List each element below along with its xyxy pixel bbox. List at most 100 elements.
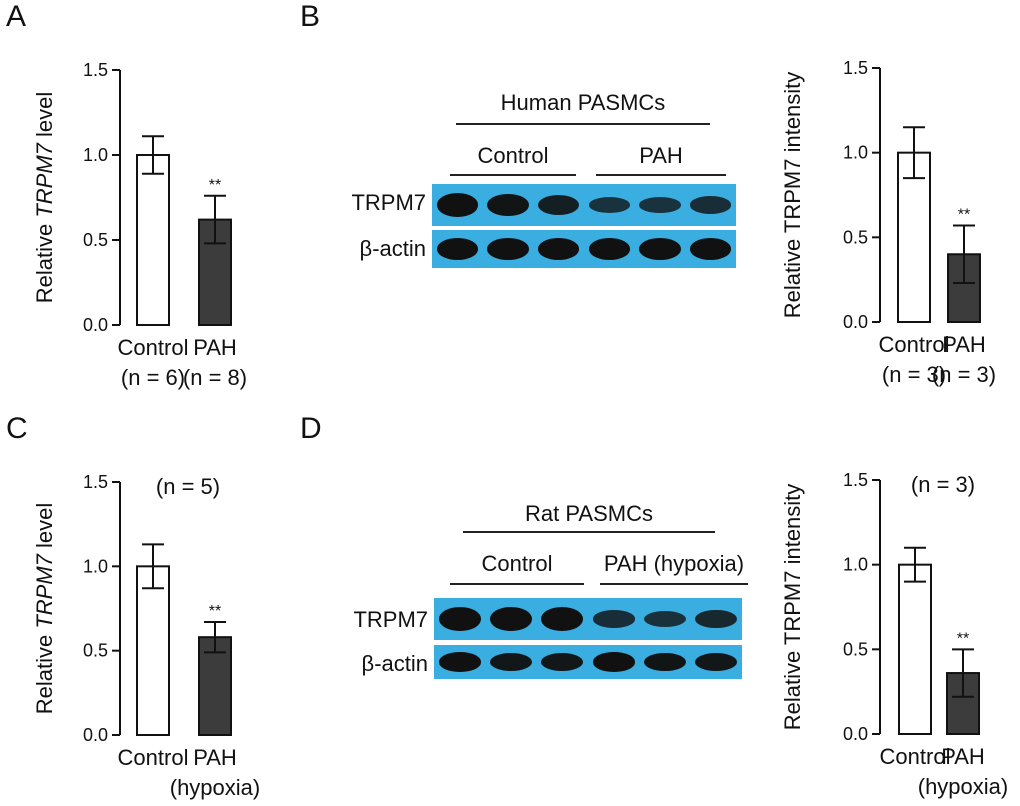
significance-stars: ** bbox=[209, 603, 221, 620]
blot-d-strip-actin bbox=[434, 645, 742, 679]
blot-b-pah-label: PAH bbox=[639, 143, 683, 168]
blot-band bbox=[639, 197, 681, 213]
y-tick-label: 0.5 bbox=[843, 227, 868, 247]
y-axis-label: Relative TRPM7 level bbox=[32, 92, 57, 304]
y-tick-label: 1.5 bbox=[843, 58, 868, 78]
sample-size-note: (n = 3) bbox=[911, 472, 975, 497]
x-category-label: PAH bbox=[941, 744, 985, 769]
blot-band bbox=[695, 653, 738, 671]
blot-b-pah-line bbox=[596, 174, 726, 176]
blot-band bbox=[489, 653, 533, 671]
blot-d-lane-label-trpm7: TRPM7 bbox=[353, 607, 428, 632]
y-axis-label-part: level bbox=[32, 503, 57, 554]
y-axis-label: Relative TRPM7 intensity bbox=[780, 484, 805, 731]
y-axis-label-gene-italic: TRPM7 bbox=[32, 142, 57, 217]
blot-d-group-line bbox=[463, 531, 715, 533]
x-category-label: Control bbox=[880, 744, 951, 769]
blot-band bbox=[436, 238, 479, 260]
blot-band bbox=[541, 653, 584, 671]
y-tick-label: 1.0 bbox=[83, 556, 108, 576]
y-tick-label: 1.5 bbox=[83, 60, 108, 80]
blot-band bbox=[592, 610, 635, 628]
blot-band bbox=[689, 238, 732, 260]
blot-band bbox=[489, 607, 533, 631]
panel-letter-a: A bbox=[6, 0, 27, 33]
blot-band bbox=[537, 194, 580, 216]
blot-band bbox=[643, 610, 687, 628]
y-tick-label: 1.0 bbox=[843, 143, 868, 163]
x-category-label: Control bbox=[879, 332, 950, 357]
blot-band bbox=[438, 652, 481, 672]
bar-pah bbox=[947, 253, 981, 323]
blot-band bbox=[695, 609, 738, 629]
significance-stars: ** bbox=[957, 630, 969, 647]
bar-control bbox=[898, 563, 932, 735]
blot-band bbox=[639, 238, 681, 260]
blot-d-strip-trpm7 bbox=[434, 598, 742, 640]
blot-b-lane-label-actin: β-actin bbox=[359, 236, 426, 261]
x-category-label: PAH bbox=[942, 332, 986, 357]
y-tick-label: 0.0 bbox=[83, 725, 108, 745]
x-category-label: (hypoxia) bbox=[170, 775, 260, 800]
blot-band bbox=[588, 238, 631, 260]
blot-band bbox=[537, 238, 580, 260]
blot-band bbox=[487, 193, 529, 217]
y-axis-label: Relative TRPM7 level bbox=[32, 503, 57, 715]
blot-b-lane-label-trpm7: TRPM7 bbox=[351, 190, 426, 215]
bar-control bbox=[136, 154, 170, 326]
blot-d-control-line bbox=[450, 583, 584, 585]
x-category-label: Control bbox=[118, 335, 189, 360]
blot-band bbox=[541, 607, 584, 631]
y-tick-label: 1.5 bbox=[83, 472, 108, 492]
blot-band bbox=[436, 193, 479, 217]
y-axis-label-gene-italic: TRPM7 bbox=[32, 553, 57, 628]
blot-b-group-label: Human PASMCs bbox=[500, 90, 666, 115]
chart-panel-a: 0.0 0.5 1.0 1.5 Relative TRPM7 level Control (… bbox=[32, 60, 247, 390]
panel-letter-d: D bbox=[300, 412, 322, 445]
y-tick-label: 1.0 bbox=[843, 555, 868, 575]
x-category-label: (n = 6) bbox=[121, 365, 185, 390]
panel-letter-b: B bbox=[300, 0, 321, 33]
blot-d-control-label: Control bbox=[481, 551, 553, 576]
y-tick-label: 1.5 bbox=[843, 470, 868, 490]
blot-d-group-label: Rat PASMCs bbox=[525, 501, 653, 526]
x-category-label: PAH bbox=[193, 745, 237, 770]
blot-b-group-line bbox=[456, 123, 710, 125]
blot-d-pah-line bbox=[600, 583, 748, 585]
significance-stars: ** bbox=[958, 206, 970, 223]
y-tick-label: 1.0 bbox=[83, 145, 108, 165]
sample-size-note: (n = 5) bbox=[156, 474, 220, 499]
blot-d-lane-label-actin: β-actin bbox=[361, 651, 428, 676]
blot-band bbox=[643, 652, 687, 672]
y-axis-label-part: Relative bbox=[32, 629, 57, 715]
x-category-label: (n = 8) bbox=[183, 365, 247, 390]
blot-b-strip-actin bbox=[432, 230, 736, 268]
x-category-label: (n = 3) bbox=[932, 362, 996, 387]
blot-band bbox=[689, 196, 732, 214]
blot-band bbox=[487, 238, 529, 260]
significance-stars: ** bbox=[209, 177, 221, 194]
panel-letter-c: C bbox=[6, 412, 28, 445]
x-category-label: Control bbox=[118, 745, 189, 770]
y-tick-label: 0.5 bbox=[83, 641, 108, 661]
bar-pah bbox=[946, 672, 980, 735]
y-tick-label: 0.0 bbox=[83, 315, 108, 335]
chart-panel-b: 0.0 0.5 1.0 1.5 Relative TRPM7 intensity Cont… bbox=[780, 58, 996, 387]
y-tick-label: 0.0 bbox=[843, 312, 868, 332]
chart-panel-c: 0.0 0.5 1.0 1.5 Relative TRPM7 level Control *… bbox=[32, 472, 260, 800]
x-category-label: (hypoxia) bbox=[918, 774, 1008, 799]
y-axis-label: Relative TRPM7 intensity bbox=[780, 72, 805, 319]
y-axis-label-part: Relative TRPM7 intensity bbox=[780, 72, 805, 319]
y-axis-label-part: Relative TRPM7 intensity bbox=[780, 484, 805, 731]
x-category-label: (n = 3) bbox=[882, 362, 946, 387]
y-tick-label: 0.5 bbox=[843, 639, 868, 659]
blot-band bbox=[438, 607, 481, 631]
bar-pah bbox=[198, 636, 232, 737]
blot-band bbox=[588, 197, 631, 213]
y-axis-label-part: level bbox=[32, 92, 57, 143]
y-tick-label: 0.5 bbox=[83, 230, 108, 250]
x-category-label: PAH bbox=[193, 335, 237, 360]
bar-control bbox=[136, 565, 170, 737]
blot-band bbox=[592, 652, 635, 672]
blot-d-pah-label: PAH (hypoxia) bbox=[603, 551, 745, 576]
